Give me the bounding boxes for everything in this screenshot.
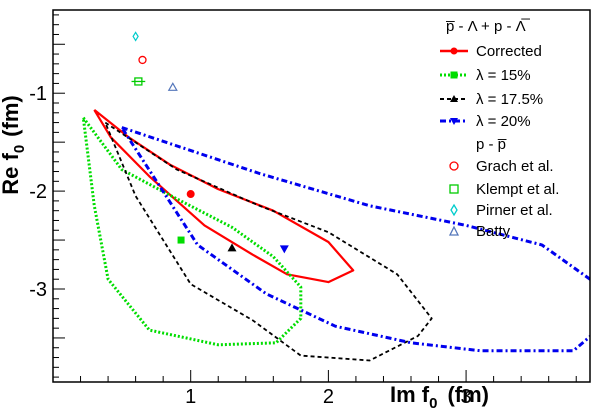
y-axis-title-main: Re f (0, 152, 23, 194)
legend-label-lambda-17-5: λ = 17.5% (476, 91, 543, 108)
legend-entry-lambda-17-5: λ = 17.5% (440, 91, 543, 108)
legend-label-klempt: Klempt et al. (476, 181, 559, 198)
point-klempt-et-al (134, 77, 143, 86)
legend-entry-grach: Grach et al. (449, 158, 554, 175)
point-17-5 (227, 243, 237, 252)
x-tick-label-3: 3 (461, 386, 472, 408)
tick-layer: 1 2 3 -1 -2 -3 (29, 14, 577, 408)
point-batty (167, 82, 178, 91)
legend-label-lambda-20: λ = 20% (476, 113, 531, 130)
legend-label-grach: Grach et al. (476, 158, 554, 175)
legend-entry-batty: Batty (448, 223, 511, 240)
y-axis-title: Re f0 (fm) (0, 95, 28, 194)
legend-entry-lambda-20: λ = 20% (440, 113, 531, 130)
legend-label-lambda-15: λ = 15% (476, 67, 531, 84)
legend-header-group2: p - p̅ (476, 136, 507, 153)
legend-entry-lambda-15: λ = 15% (440, 67, 531, 84)
x-axis-title: Im f0 (fm) (390, 382, 489, 412)
y-axis-title-sub: 0 (11, 145, 28, 153)
point-15 (177, 236, 185, 244)
point-corrected (186, 190, 195, 199)
legend-marker-grach (449, 161, 459, 171)
legend-entry-klempt: Klempt et al. (449, 181, 559, 198)
plot-frame (52, 9, 591, 383)
legend-marker-pirner (450, 203, 458, 217)
legend-label-pirner: Pirner et al. (476, 202, 553, 219)
x-axis-title-unit: (fm) (447, 382, 489, 407)
legend-marker-lambda-15 (450, 71, 458, 79)
contour-20 (120, 126, 590, 353)
legend-label-corrected: Corrected (476, 43, 542, 60)
x-axis-title-sub: 0 (429, 395, 437, 412)
legend-marker-lambda-20 (450, 118, 458, 125)
point-layer (131, 31, 289, 254)
point-grach-et-al (138, 55, 147, 65)
contour-corrected (93, 109, 355, 284)
contour-layer (81, 109, 590, 362)
legend-marker-corrected (450, 47, 458, 55)
point-pirner-et-al (132, 31, 139, 42)
x-tick-label-2: 2 (323, 386, 334, 408)
legend-entry-pirner: Pirner et al. (450, 202, 553, 219)
point-20 (279, 245, 289, 254)
y-axis-title-unit: (fm) (0, 95, 23, 137)
y-tick-label-1: -1 (29, 83, 47, 105)
x-axis-title-main: Im f (390, 382, 430, 407)
legend-header-group1: p̅ - Λ + p - Λ̅ (445, 18, 530, 35)
y-tick-label-2: -2 (29, 181, 47, 203)
legend-marker-klempt (449, 184, 459, 194)
x-tick-label-1: 1 (185, 386, 196, 408)
legend: p̅ - Λ + p - Λ̅ Corrected λ = 15% λ = 17… (440, 18, 559, 240)
contour-17-5 (104, 121, 433, 362)
legend-entry-corrected: Corrected (440, 43, 542, 60)
y-tick-label-3: -3 (29, 279, 47, 301)
contour-15 (81, 116, 303, 347)
legend-marker-lambda-17-5 (450, 95, 458, 102)
legend-label-batty: Batty (476, 223, 511, 240)
legend-marker-batty (448, 225, 460, 236)
